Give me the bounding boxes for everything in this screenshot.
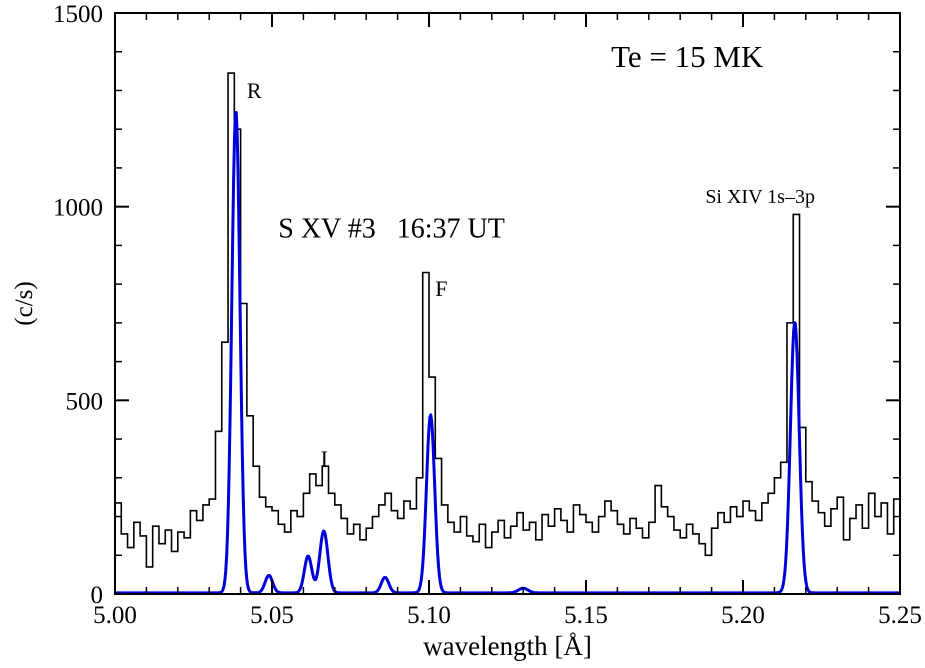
y-tick-label: 1000	[53, 195, 103, 222]
observation-label: S XV #3 16:37 UT	[278, 214, 505, 245]
axes-frame	[114, 12, 901, 595]
y-tick-label: 500	[66, 388, 104, 415]
y-axis-label: (c/s)	[11, 281, 38, 325]
x-tick-label: 5.00	[93, 602, 137, 629]
x-tick-label: 5.20	[721, 602, 765, 629]
observed-histogram-series	[115, 72, 900, 568]
line-label-R: R	[247, 78, 262, 103]
line-label-I: I	[321, 446, 328, 471]
line-label-sixiv: Si XIV 1s–3p	[705, 186, 815, 208]
y-tick-label: 1500	[53, 1, 103, 28]
x-tick-label: 5.25	[878, 602, 922, 629]
model-fit-series	[114, 110, 901, 595]
line-label-F: F	[435, 276, 447, 301]
x-tick-label: 5.10	[407, 602, 451, 629]
temperature-label: Te = 15 MK	[611, 39, 764, 74]
x-tick-label: 5.05	[250, 602, 294, 629]
x-axis-label: wavelength [Å]	[423, 631, 592, 661]
y-tick-label: 0	[91, 582, 104, 609]
x-tick-label: 5.15	[564, 602, 608, 629]
